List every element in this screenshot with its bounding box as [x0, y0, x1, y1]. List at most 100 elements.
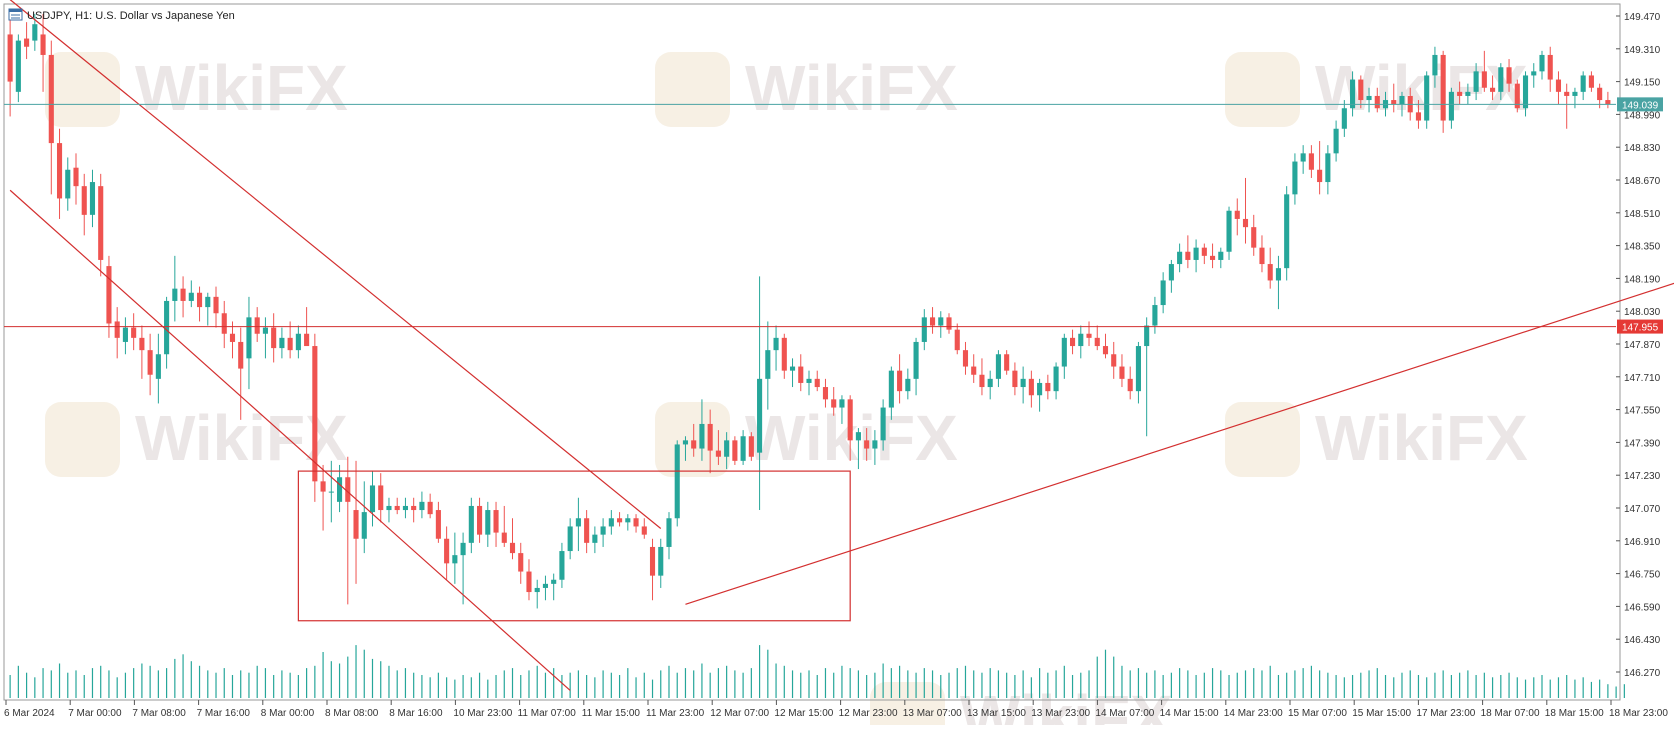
candle	[1061, 333, 1067, 379]
candle	[872, 430, 878, 465]
candle	[995, 350, 1001, 388]
candle	[369, 471, 376, 527]
candle-body	[1152, 305, 1158, 326]
candle	[1317, 141, 1323, 195]
candle-body	[345, 477, 351, 502]
candle-body	[921, 317, 927, 342]
y-tick-label: 148.350	[1624, 242, 1661, 253]
candle	[106, 255, 112, 338]
candle	[1078, 325, 1084, 359]
candle-body	[1045, 382, 1051, 392]
candle-body	[1086, 333, 1092, 338]
candle-body	[1424, 75, 1430, 121]
y-tick-label: 148.190	[1624, 274, 1661, 285]
candle-body	[1333, 128, 1339, 154]
candle-body	[1234, 210, 1240, 219]
candle-body	[435, 510, 441, 539]
candle-body	[1564, 91, 1570, 96]
candle	[1177, 243, 1183, 273]
candle	[287, 321, 293, 359]
candle-body	[633, 518, 639, 527]
x-tick-label: 15 Mar 07:00	[1288, 708, 1347, 719]
candle	[649, 538, 656, 601]
candle-body	[1168, 264, 1174, 281]
x-tick-label: 12 Mar 07:00	[710, 708, 769, 719]
annotation-layer[interactable]	[9, 0, 1674, 691]
consolidation-rectangle[interactable]	[297, 470, 851, 622]
support-trendline[interactable]	[685, 235, 1674, 605]
candle	[1251, 214, 1257, 256]
candle	[617, 512, 623, 527]
x-tick-label: 17 Mar 23:00	[1416, 708, 1475, 719]
candle-body	[888, 370, 894, 408]
channel-lower-trendline[interactable]	[9, 189, 571, 691]
candle	[740, 430, 746, 465]
price-axis: 149.470 149.310 149.150 148.990 148.830 148.6…	[1616, 12, 1663, 679]
candlestick-series	[7, 13, 1611, 609]
candle-body	[477, 505, 483, 535]
time-axis: 6 Mar 2024 7 Mar 00:00 7 Mar 08:00 7 Mar 16…	[4, 700, 1668, 719]
candle	[979, 358, 985, 396]
candle	[971, 354, 977, 383]
candle-body	[493, 510, 499, 533]
candle-body	[1111, 354, 1117, 367]
candle	[444, 526, 450, 580]
candle	[822, 378, 829, 408]
candle	[1242, 177, 1249, 244]
candle	[477, 497, 483, 543]
candle-body	[658, 546, 664, 576]
candle-body	[1457, 91, 1463, 96]
candle-body	[89, 182, 96, 215]
candle-body	[1135, 346, 1141, 392]
x-tick-label: 14 Mar 23:00	[1224, 708, 1283, 719]
watermark-logo	[870, 682, 945, 730]
candle-body	[188, 292, 194, 301]
candle-body	[1218, 251, 1224, 260]
candle	[1102, 333, 1109, 359]
candle	[394, 497, 400, 515]
watermark-layer: WikiFXWikiFXWikiFXWikiFXWikiFXWikiFXWiki…	[45, 52, 1528, 730]
candle	[542, 575, 549, 601]
candle-body	[864, 440, 870, 449]
candle-body	[600, 526, 606, 535]
candle	[1473, 63, 1479, 101]
candle	[460, 532, 466, 605]
candle-body	[551, 579, 557, 584]
candle	[864, 428, 870, 461]
candle-body	[1522, 75, 1529, 109]
candle	[526, 559, 532, 601]
candle	[114, 307, 120, 359]
watermark-text: WikiFX	[135, 52, 348, 124]
candle-body	[122, 327, 128, 342]
candle-body	[81, 186, 87, 215]
x-tick-label: 18 Mar 07:00	[1481, 708, 1540, 719]
y-tick-label: 147.230	[1624, 471, 1661, 482]
candle-body	[114, 321, 120, 338]
channel-upper-trendline[interactable]	[9, 0, 662, 529]
candle	[304, 307, 310, 347]
candle-body	[419, 501, 425, 511]
candle-body	[106, 266, 112, 324]
candle	[1308, 145, 1314, 178]
candle-body	[155, 354, 161, 379]
candle-body	[518, 553, 524, 572]
candle	[518, 542, 524, 584]
candle-body	[271, 327, 277, 349]
candle	[1119, 354, 1125, 388]
x-tick-label: 11 Mar 07:00	[518, 708, 577, 719]
candle-body	[279, 337, 285, 349]
watermark-logo	[1225, 402, 1300, 477]
y-tick-label: 149.150	[1624, 78, 1661, 89]
candle	[353, 460, 359, 584]
candle	[1572, 87, 1578, 109]
x-tick-label: 15 Mar 15:00	[1352, 708, 1411, 719]
candle	[279, 327, 285, 359]
candle-body	[1391, 100, 1397, 105]
x-tick-label: 12 Mar 23:00	[839, 708, 898, 719]
candle	[213, 286, 219, 328]
plot-frame	[3, 3, 1621, 701]
candle	[946, 313, 952, 334]
candle	[98, 173, 104, 277]
candle-body	[1061, 337, 1067, 367]
